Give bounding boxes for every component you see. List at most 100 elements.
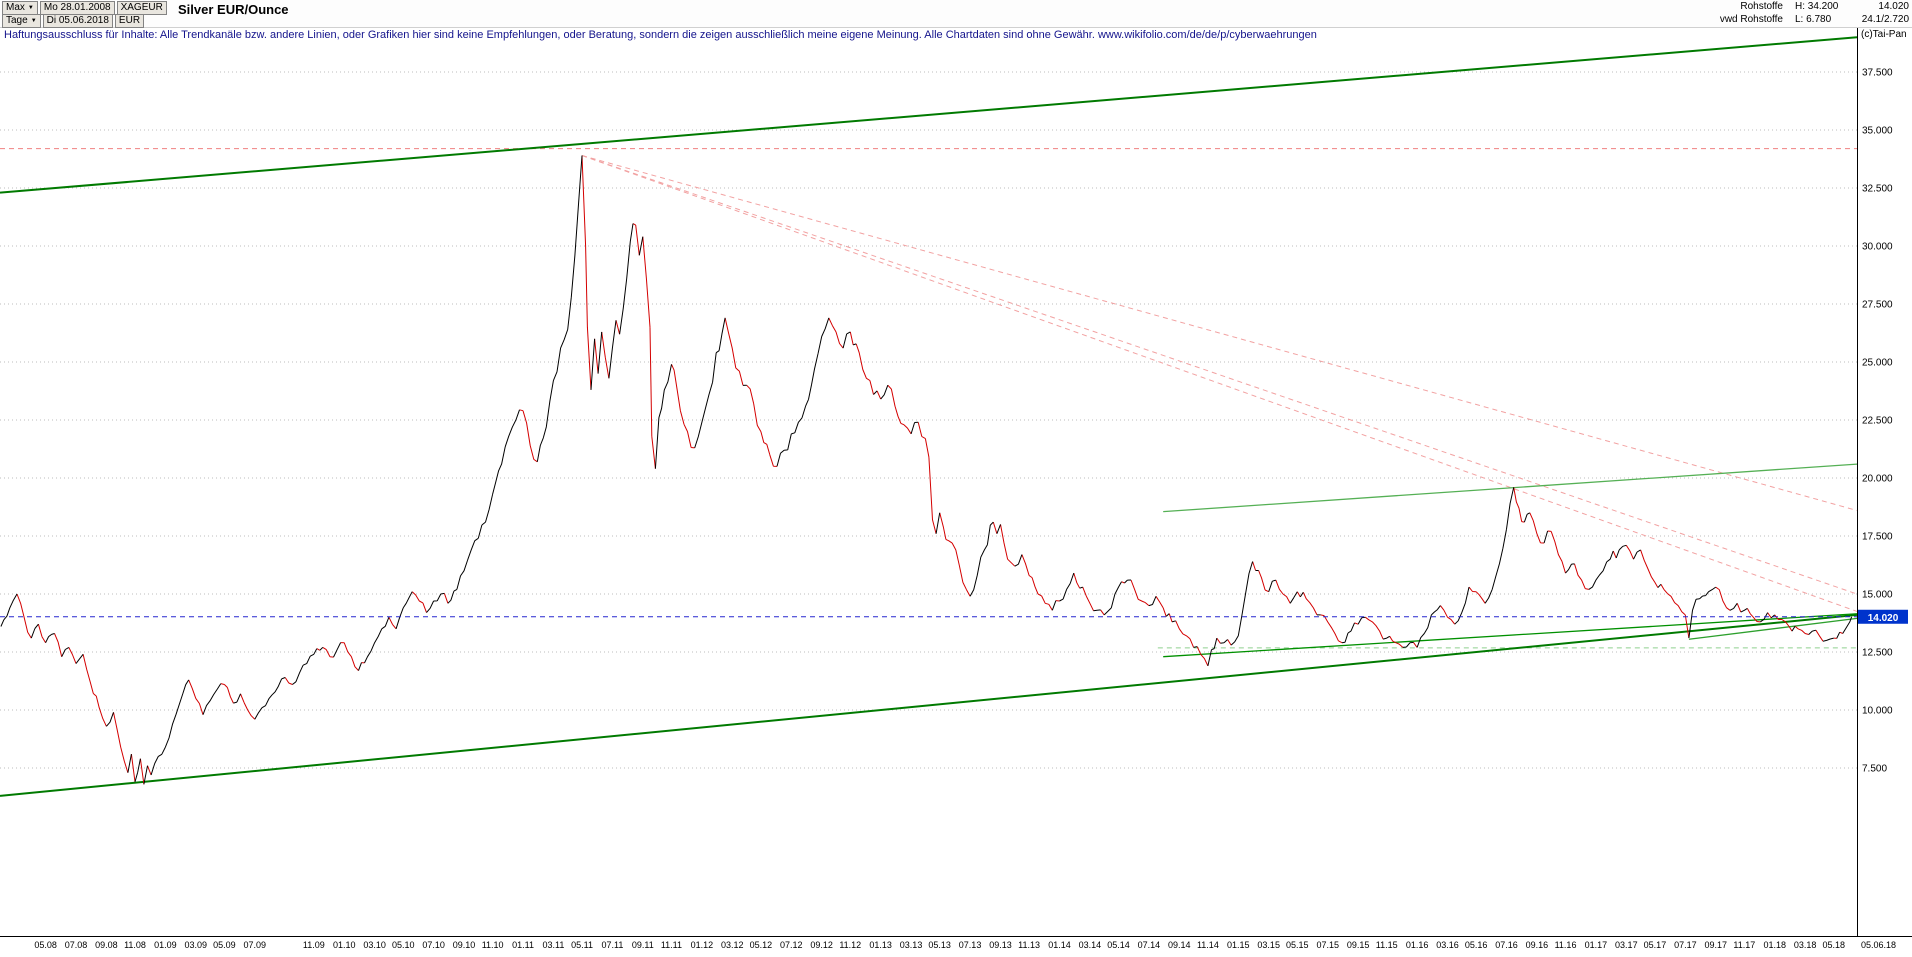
- svg-text:25.000: 25.000: [1862, 358, 1893, 369]
- svg-text:03.18: 03.18: [1794, 940, 1817, 950]
- svg-text:11.12: 11.12: [839, 940, 861, 950]
- quote-info: Rohstoffe H: 34.200 14.020 vwd Rohstoffe…: [1720, 1, 1909, 27]
- svg-text:07.15: 07.15: [1316, 940, 1339, 950]
- svg-text:15.000: 15.000: [1862, 590, 1893, 601]
- feed-name: Rohstoffe: [1740, 1, 1783, 12]
- svg-text:01.15: 01.15: [1227, 940, 1250, 950]
- svg-text:09.13: 09.13: [989, 940, 1012, 950]
- svg-text:01.10: 01.10: [333, 940, 356, 950]
- price-series: [0, 155, 1853, 785]
- svg-text:11.10: 11.10: [482, 940, 504, 950]
- svg-text:05.11: 05.11: [571, 940, 593, 950]
- svg-text:35.000: 35.000: [1862, 126, 1893, 137]
- chart-toolbar: Max ▼ Mo 28.01.2008 XAGEUR Tage ▼ Di 05.…: [0, 0, 1912, 28]
- svg-text:07.08: 07.08: [65, 940, 88, 950]
- svg-text:03.15: 03.15: [1257, 940, 1280, 950]
- svg-text:07.14: 07.14: [1138, 940, 1161, 950]
- svg-text:07.16: 07.16: [1495, 940, 1518, 950]
- svg-text:7.500: 7.500: [1862, 764, 1887, 775]
- period-selector-label: Max: [6, 1, 25, 13]
- svg-text:01.12: 01.12: [691, 940, 714, 950]
- svg-text:01.09: 01.09: [154, 940, 177, 950]
- last-price-value: 14.020: [1878, 1, 1909, 12]
- svg-text:05.15: 05.15: [1286, 940, 1309, 950]
- period-high: H: 34.200: [1795, 1, 1839, 12]
- svg-text:09.08: 09.08: [95, 940, 118, 950]
- svg-text:05.08: 05.08: [34, 940, 57, 950]
- start-date-field[interactable]: Mo 28.01.2008: [39, 0, 115, 15]
- svg-text:03.11: 03.11: [543, 940, 565, 950]
- period-selector[interactable]: Max ▼: [2, 0, 38, 15]
- svg-text:09.10: 09.10: [453, 940, 476, 950]
- svg-text:09.12: 09.12: [810, 940, 833, 950]
- svg-text:22.500: 22.500: [1862, 416, 1893, 427]
- svg-text:37.500: 37.500: [1862, 68, 1893, 79]
- svg-text:05.17: 05.17: [1644, 940, 1667, 950]
- svg-text:11.11: 11.11: [661, 940, 682, 950]
- svg-text:09.16: 09.16: [1526, 940, 1549, 950]
- chart-area[interactable]: 37.500 35.000 32.500 30.000 27.500 25.000 22.5…: [0, 27, 1912, 952]
- price-series-up: [0, 155, 1853, 785]
- svg-text:11.16: 11.16: [1555, 940, 1577, 950]
- svg-text:03.17: 03.17: [1615, 940, 1638, 950]
- svg-text:14.020: 14.020: [1868, 613, 1899, 624]
- timeframe-selector-label: Tage: [6, 14, 28, 26]
- symbol-field[interactable]: XAGEUR: [116, 0, 167, 15]
- svg-text:11.08: 11.08: [124, 940, 146, 950]
- svg-text:07.09: 07.09: [244, 940, 267, 950]
- axes: [0, 27, 1912, 937]
- svg-text:01.16: 01.16: [1406, 940, 1429, 950]
- grid-lines: [0, 71, 1857, 769]
- trendline-fan-line-3: [581, 155, 1858, 612]
- trendline-support-uptrend: [1163, 613, 1858, 658]
- currency-field[interactable]: EUR: [114, 13, 145, 28]
- svg-text:11.13: 11.13: [1018, 940, 1040, 950]
- y-axis-labels: 37.500 35.000 32.500 30.000 27.500 25.000 22.5…: [1862, 68, 1893, 775]
- disclaimer-text: Haftungsausschluss für Inhalte: Alle Tre…: [4, 29, 1317, 41]
- svg-text:11.09: 11.09: [303, 940, 325, 950]
- svg-text:07.12: 07.12: [780, 940, 803, 950]
- svg-text:03.10: 03.10: [363, 940, 386, 950]
- price-chart: 37.500 35.000 32.500 30.000 27.500 25.000 22.5…: [0, 27, 1912, 950]
- svg-text:07.10: 07.10: [422, 940, 445, 950]
- timeframe-selector[interactable]: Tage ▼: [2, 13, 41, 28]
- svg-text:07.17: 07.17: [1674, 940, 1697, 950]
- feed-provider: vwd Rohstoffe: [1719, 14, 1783, 25]
- svg-text:05.14: 05.14: [1107, 940, 1130, 950]
- x-axis-end-date-label: 05.06.18: [1861, 940, 1896, 950]
- svg-text:03.09: 03.09: [185, 940, 208, 950]
- svg-text:09.15: 09.15: [1347, 940, 1370, 950]
- svg-text:05.12: 05.12: [750, 940, 773, 950]
- svg-text:05.13: 05.13: [928, 940, 951, 950]
- trendline-fan-line-2: [581, 155, 1858, 595]
- svg-text:01.18: 01.18: [1763, 940, 1786, 950]
- svg-text:27.500: 27.500: [1862, 300, 1893, 311]
- svg-text:17.500: 17.500: [1862, 532, 1893, 543]
- trendline-short-uptrend: [1688, 617, 1858, 640]
- svg-text:03.13: 03.13: [900, 940, 923, 950]
- trendline-lower-channel: [0, 613, 1858, 797]
- current-price-badge: 14.020: [1858, 609, 1908, 624]
- svg-text:20.000: 20.000: [1862, 474, 1893, 485]
- end-date-field[interactable]: Di 05.06.2018: [42, 13, 113, 28]
- svg-text:07.11: 07.11: [602, 940, 624, 950]
- svg-text:09.11: 09.11: [632, 940, 654, 950]
- svg-text:05.09: 05.09: [213, 940, 236, 950]
- svg-text:07.13: 07.13: [959, 940, 982, 950]
- chevron-down-icon: ▼: [30, 17, 37, 24]
- svg-text:11.15: 11.15: [1376, 940, 1398, 950]
- svg-text:05.10: 05.10: [392, 940, 415, 950]
- svg-text:12.500: 12.500: [1862, 648, 1893, 659]
- svg-text:01.13: 01.13: [869, 940, 892, 950]
- svg-text:10.000: 10.000: [1862, 706, 1893, 717]
- price-series-down: [16, 155, 1843, 785]
- svg-text:05.16: 05.16: [1465, 940, 1488, 950]
- trendline-mid-uptrend: [1163, 463, 1858, 513]
- svg-text:30.000: 30.000: [1862, 242, 1893, 253]
- svg-text:09.17: 09.17: [1704, 940, 1727, 950]
- svg-text:11.14: 11.14: [1197, 940, 1219, 950]
- svg-text:32.500: 32.500: [1862, 184, 1893, 195]
- fan-trendlines: [581, 155, 1858, 612]
- trendline-fan-line-1: [581, 155, 1858, 511]
